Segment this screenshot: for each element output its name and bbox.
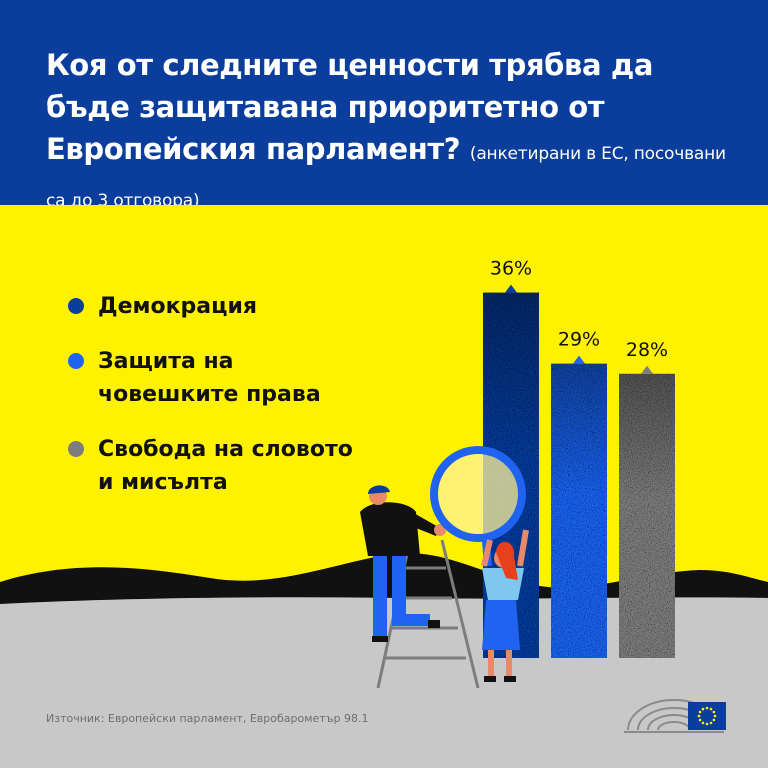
eu-star bbox=[698, 718, 702, 722]
data-label: 29% bbox=[558, 329, 600, 351]
chart-title: Коя от следните ценности трябва да бъде … bbox=[46, 44, 746, 222]
title-main: Коя от следните ценности трябва да бъде … bbox=[46, 48, 654, 166]
bar-pointer bbox=[505, 284, 517, 293]
header-banner: Коя от следните ценности трябва да бъде … bbox=[0, 0, 768, 211]
legend-dot bbox=[68, 353, 84, 369]
legend-label: Демокрация bbox=[98, 294, 257, 319]
eu-star bbox=[701, 721, 705, 725]
source-note: Източник: Европейски парламент, Евробаро… bbox=[46, 712, 369, 725]
eu-star bbox=[697, 714, 701, 718]
legend-item: Защита на човешките права bbox=[68, 345, 388, 411]
data-label: 36% bbox=[490, 258, 532, 280]
legend-label: Свобода на словото bbox=[98, 437, 353, 462]
eu-star bbox=[705, 706, 709, 710]
legend-dot bbox=[68, 298, 84, 314]
eu-star bbox=[712, 710, 716, 714]
bar-shade bbox=[619, 373, 675, 658]
eu-star bbox=[698, 710, 702, 714]
legend-item: Свобода на словото и мисълта bbox=[68, 433, 388, 499]
legend: Демокрация Защита на човешките права Свобод… bbox=[68, 290, 388, 521]
data-label: 28% bbox=[626, 339, 668, 361]
legend-item: Демокрация bbox=[68, 290, 388, 323]
eu-star bbox=[713, 714, 717, 718]
eu-star bbox=[712, 718, 716, 722]
eu-star bbox=[701, 707, 705, 711]
bar-shade bbox=[551, 363, 607, 658]
legend-dot bbox=[68, 441, 84, 457]
legend-label: Защита на bbox=[98, 349, 234, 374]
woman-figure bbox=[481, 529, 529, 682]
bar-pointer bbox=[641, 365, 653, 374]
eu-flag-icon bbox=[688, 702, 726, 730]
eu-star bbox=[705, 722, 709, 726]
legend-label: и мисълта bbox=[98, 470, 228, 495]
man-figure bbox=[360, 485, 446, 642]
eu-star bbox=[709, 707, 713, 711]
legend-label: човешките права bbox=[98, 382, 321, 407]
bar-pointer bbox=[573, 355, 585, 364]
eu-star bbox=[709, 721, 713, 725]
